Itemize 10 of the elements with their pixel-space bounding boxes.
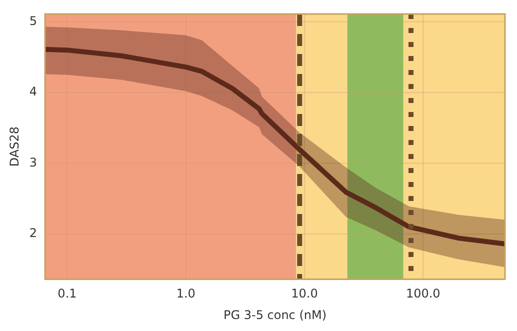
x-axis-title: PG 3-5 conc (nM) [223, 308, 327, 322]
x-tick-label: 1.0 [176, 286, 196, 301]
y-tick-label: 2 [29, 226, 38, 240]
y-axis-title: DAS28 [7, 126, 22, 167]
y-tick-label: 4 [29, 84, 38, 99]
x-tick-label: 10.0 [291, 286, 318, 301]
y-tick-label: 3 [29, 155, 38, 170]
x-tick-label: 100.0 [406, 286, 440, 301]
y-tick-label: 5 [29, 14, 38, 28]
x-tick-label: 0.1 [58, 286, 77, 301]
